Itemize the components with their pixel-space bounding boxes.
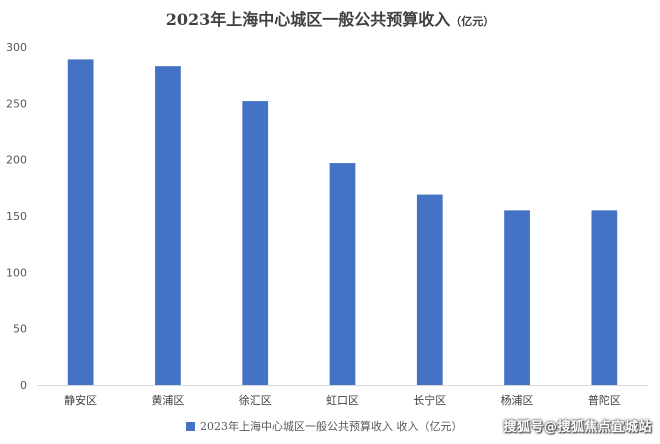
- chart-title-unit: （亿元）: [450, 15, 495, 28]
- y-tick-label: 250: [6, 97, 27, 110]
- bars: [67, 59, 618, 386]
- y-tick-label: 100: [6, 266, 27, 279]
- bar-4: [329, 163, 356, 385]
- y-tick-label: 50: [13, 323, 27, 336]
- y-tick-label: 150: [6, 210, 27, 223]
- bar-2: [155, 66, 181, 386]
- bar-3: [242, 101, 269, 385]
- bar-5: [416, 194, 443, 385]
- x-category-label: 虹口区: [326, 394, 359, 407]
- x-category-label: 普陀区: [588, 393, 621, 407]
- legend-swatch: [186, 421, 195, 431]
- y-tick-label: 200: [6, 154, 27, 167]
- bar-7: [591, 210, 618, 385]
- bar-6: [504, 210, 530, 385]
- legend-label: 2023年上海中心城区一般公共预算收入 收入（亿元）: [200, 420, 463, 433]
- x-category-label: 杨浦区: [501, 393, 534, 407]
- x-category-label: 黄浦区: [151, 393, 184, 407]
- y-axis-ticks: 0 50 100 150 200 250 300: [6, 41, 27, 392]
- x-axis-category-labels: 静安区 黄浦区 徐汇区 虹口区 长宁区 杨浦区 普陀区: [64, 393, 621, 407]
- chart-title: 2023年上海中心城区一般公共预算收入（亿元）: [0, 6, 660, 30]
- chart-title-main: 2023年上海中心城区一般公共预算收入: [165, 10, 451, 29]
- x-category-label: 长宁区: [413, 393, 446, 407]
- bar-1: [67, 59, 94, 385]
- x-category-label: 徐汇区: [239, 393, 272, 407]
- y-tick-label: 300: [6, 41, 27, 54]
- x-category-label: 静安区: [64, 393, 97, 407]
- y-tick-label: 0: [20, 379, 27, 392]
- legend: 2023年上海中心城区一般公共预算收入 收入（亿元）: [186, 418, 463, 434]
- watermark-text: 搜狐号@搜狐焦点宜城站: [503, 420, 652, 435]
